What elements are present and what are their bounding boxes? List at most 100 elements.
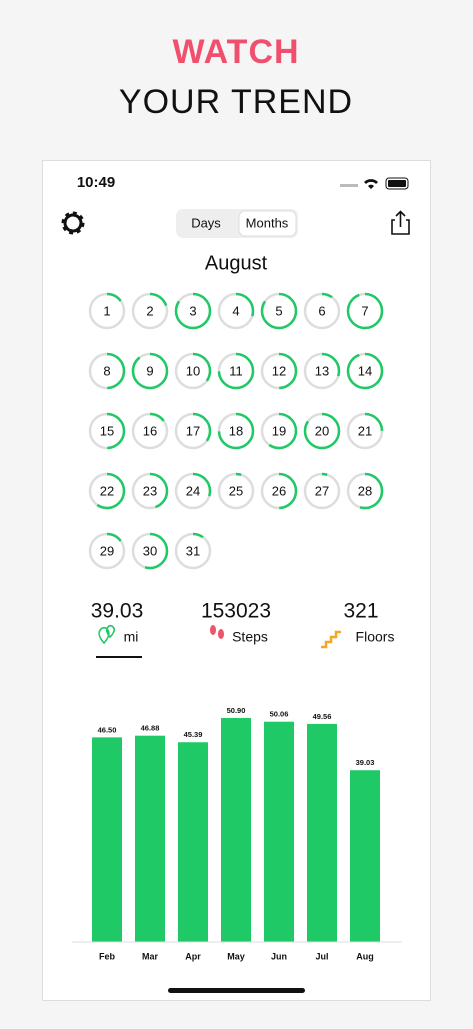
day-label: 11 (229, 363, 243, 378)
day-progress (174, 352, 212, 390)
bar (350, 770, 380, 942)
day-progress (217, 472, 255, 510)
value-label: 45.39 (184, 730, 203, 739)
day-label: 6 (318, 303, 325, 318)
day-progress (174, 292, 212, 330)
value-label: 50.06 (270, 710, 289, 719)
day-progress (260, 412, 298, 450)
value-label: 46.50 (98, 725, 117, 734)
day-label: 20 (315, 423, 329, 438)
day-label: 29 (100, 543, 114, 558)
stat-label: mi (124, 629, 139, 645)
day-progress (174, 472, 212, 510)
distance-icon (98, 624, 116, 645)
day-progress (131, 412, 169, 450)
x-tick-label: Mar (142, 951, 159, 961)
day-label: 23 (143, 483, 157, 498)
day-label: 27 (315, 483, 329, 498)
headline: WATCH (172, 33, 299, 71)
day-label: 21 (358, 423, 372, 438)
day-label: 4 (232, 303, 239, 318)
segment[interactable]: Months (246, 215, 289, 230)
status-time: 10:49 (77, 174, 115, 191)
share-button[interactable] (391, 210, 410, 235)
segment-selected (238, 210, 297, 237)
floors-icon (321, 630, 341, 649)
day-label: 16 (143, 423, 157, 438)
day-label: 7 (361, 303, 368, 318)
day-label: 19 (272, 423, 286, 438)
value-label: 49.56 (313, 712, 332, 721)
day-progress (131, 292, 169, 330)
day-progress (303, 472, 341, 510)
month-title: August (205, 252, 268, 274)
day-label: 24 (186, 483, 200, 498)
bar (221, 718, 251, 942)
day-label: 8 (103, 363, 110, 378)
day-progress (260, 472, 298, 510)
x-tick-label: Jul (315, 951, 328, 961)
day-progress (88, 412, 126, 450)
day-label: 13 (315, 363, 329, 378)
bar (92, 737, 122, 942)
value-label: 50.90 (227, 706, 246, 715)
settings-button[interactable] (61, 211, 85, 235)
day-label: 10 (186, 363, 200, 378)
day-progress (88, 292, 126, 330)
bar (264, 721, 294, 942)
day-label: 2 (146, 303, 153, 318)
day-label: 26 (272, 483, 286, 498)
day-label: 3 (189, 303, 196, 318)
day-label: 18 (229, 423, 243, 438)
x-tick-label: Feb (99, 951, 116, 961)
day-label: 25 (229, 483, 243, 498)
segment[interactable]: Days (191, 215, 221, 230)
bar (178, 742, 208, 942)
stat-value: 153023 (201, 600, 271, 623)
day-progress (217, 412, 255, 450)
day-progress (217, 292, 255, 330)
steps-icon (210, 625, 224, 639)
stat-label: Floors (356, 629, 395, 645)
value-label: 39.03 (356, 758, 375, 767)
value-label: 46.88 (141, 724, 160, 733)
day-progress (174, 412, 212, 450)
day-label: 12 (272, 363, 286, 378)
day-progress (346, 412, 384, 450)
day-label: 5 (275, 303, 282, 318)
status-icons (340, 177, 409, 190)
day-label: 14 (358, 363, 372, 378)
bar (135, 735, 165, 942)
bar (307, 723, 337, 942)
day-progress (217, 352, 255, 390)
day-progress (346, 292, 384, 330)
day-progress (303, 412, 341, 450)
stat-value: 321 (343, 600, 378, 623)
day-progress (131, 472, 169, 510)
x-tick-label: Aug (356, 951, 374, 961)
day-progress (88, 532, 126, 570)
day-progress (346, 352, 384, 390)
day-label: 22 (100, 483, 114, 498)
day-progress (346, 472, 384, 510)
day-progress (174, 532, 212, 570)
day-label: 17 (186, 423, 200, 438)
x-tick-label: Apr (185, 951, 201, 961)
day-progress (88, 352, 126, 390)
day-label: 15 (100, 423, 114, 438)
headline: YOUR TREND (119, 83, 353, 121)
day-progress (131, 352, 169, 390)
day-progress (303, 292, 341, 330)
x-tick-label: Jun (271, 951, 287, 961)
day-progress (88, 472, 126, 510)
day-progress (303, 352, 341, 390)
day-label: 30 (143, 543, 157, 558)
day-progress (260, 292, 298, 330)
day-label: 9 (146, 363, 153, 378)
x-tick-label: May (227, 951, 245, 961)
day-progress (260, 352, 298, 390)
stat-label: Steps (232, 629, 268, 645)
day-progress (131, 532, 169, 570)
